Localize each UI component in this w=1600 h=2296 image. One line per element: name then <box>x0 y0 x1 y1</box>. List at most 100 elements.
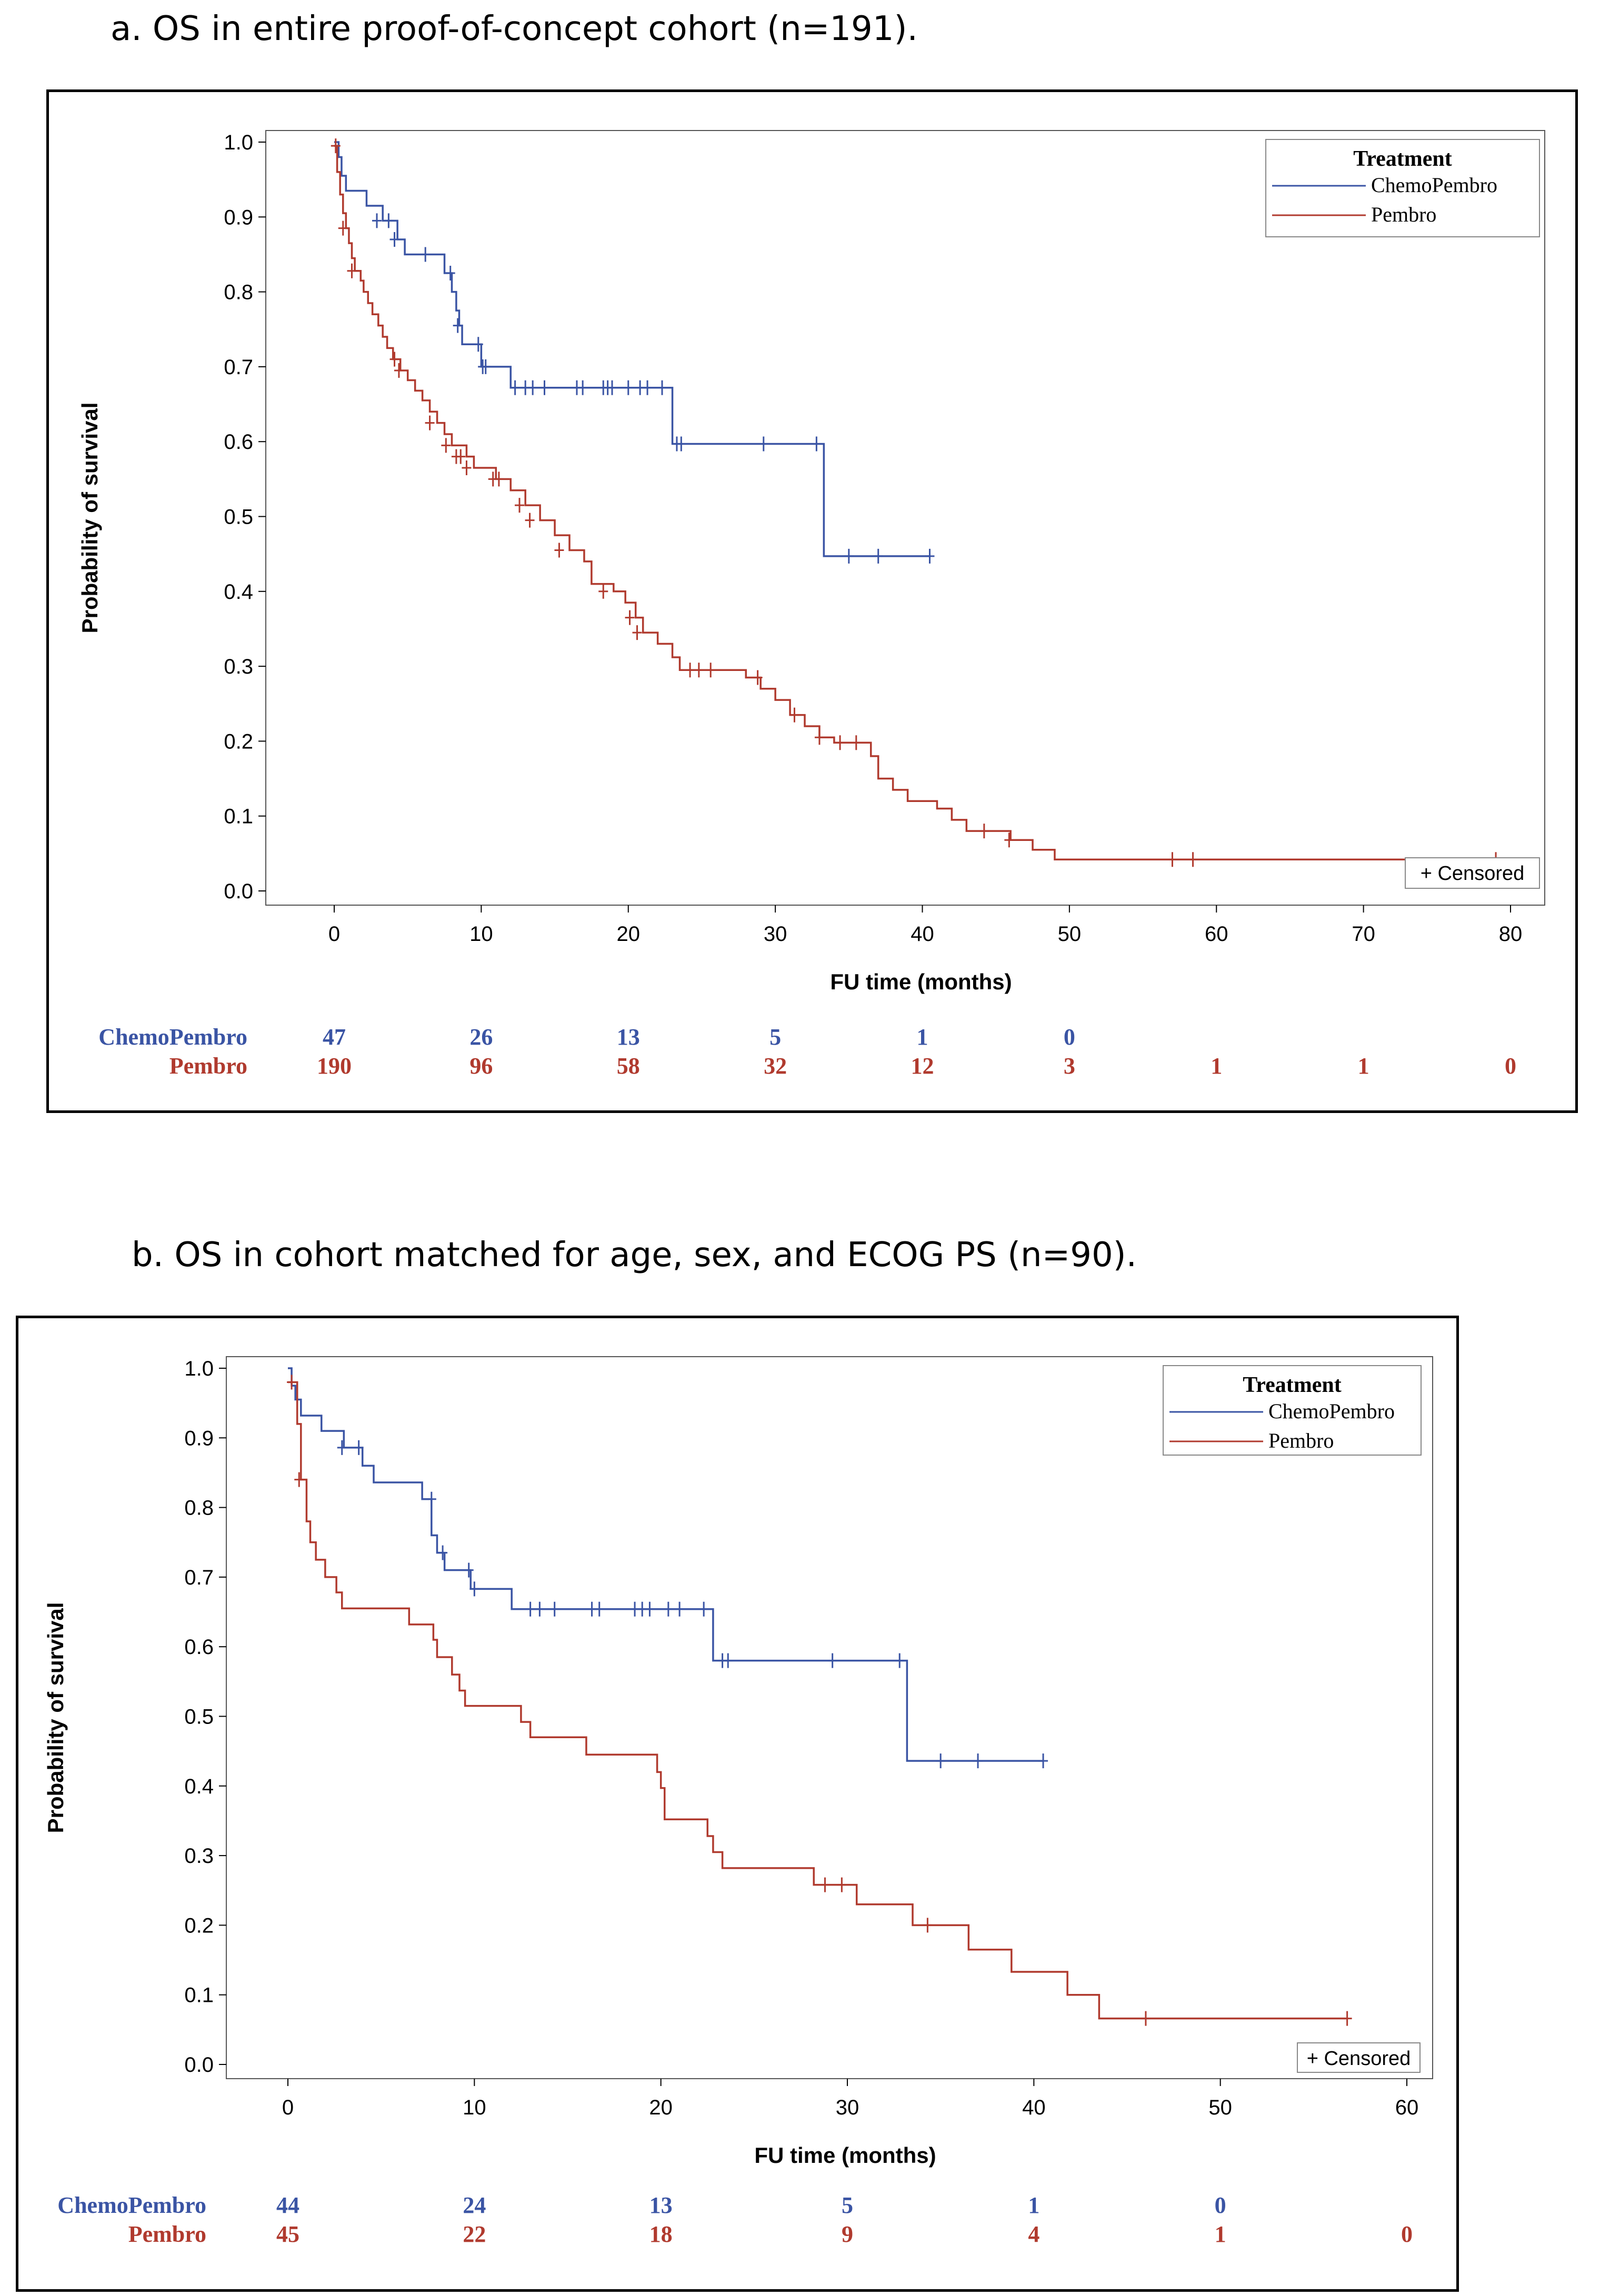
censor-mark <box>789 707 799 723</box>
at-risk-label-chemopembro: ChemoPembro <box>98 1024 247 1050</box>
series-line-pembro <box>334 145 1496 860</box>
y-tick-label: 0.0 <box>224 880 253 903</box>
y-tick-label: 0.1 <box>224 805 253 828</box>
censor-mark <box>578 380 588 395</box>
censor-mark <box>525 513 535 528</box>
at-risk-count: 0 <box>1505 1053 1516 1079</box>
censor-note-box <box>1405 857 1540 889</box>
at-risk-count: 1 <box>917 1024 928 1050</box>
at-risk-count: 3 <box>1064 1053 1075 1079</box>
censor-mark <box>441 438 451 453</box>
censor-mark <box>347 263 357 278</box>
censor-mark <box>812 436 822 452</box>
x-tick-label: 70 <box>1352 923 1375 946</box>
series-line-chemopembro <box>334 141 930 557</box>
censor-mark <box>554 543 564 558</box>
censor-mark <box>473 337 483 352</box>
legend-entry-pembro: Pembro <box>1371 203 1436 226</box>
at-risk-count: 47 <box>323 1024 346 1050</box>
censor-mark <box>338 220 348 236</box>
censor-mark <box>445 266 455 281</box>
x-tick-label: 0 <box>328 923 340 946</box>
x-tick-label: 20 <box>617 923 641 946</box>
censor-mark <box>643 380 653 395</box>
x-tick-label: 50 <box>1058 923 1082 946</box>
panel-a-frame <box>46 89 1578 1113</box>
censor-mark <box>389 352 399 367</box>
censor-mark <box>598 584 608 599</box>
y-axis-label: Probability of survival <box>77 403 102 634</box>
censor-mark <box>331 138 341 154</box>
at-risk-count: 1 <box>1211 1053 1222 1079</box>
y-tick-label: 0.4 <box>224 580 253 604</box>
at-risk-count: 58 <box>617 1053 640 1079</box>
y-tick-label: 0.3 <box>224 655 253 678</box>
y-tick-label: 0.5 <box>224 506 253 529</box>
censor-mark <box>758 436 768 452</box>
censor-mark <box>925 548 935 564</box>
censor-mark <box>1188 852 1198 867</box>
censor-mark <box>676 436 686 452</box>
y-tick-label: 0.7 <box>224 356 253 379</box>
censor-mark <box>456 449 466 464</box>
censor-mark <box>632 625 642 640</box>
censor-mark <box>607 380 617 395</box>
censor-mark <box>1004 833 1014 848</box>
censor-mark <box>515 498 525 513</box>
censor-mark <box>835 735 845 750</box>
censor-mark <box>389 232 399 247</box>
legend-title: Treatment <box>1353 147 1452 171</box>
censor-mark <box>528 380 538 395</box>
legend-box <box>1265 139 1540 237</box>
at-risk-count: 5 <box>769 1024 781 1050</box>
censor-note: + Censored <box>1421 863 1525 885</box>
legend-entry-chemopembro: ChemoPembro <box>1371 173 1497 197</box>
y-tick-label: 1.0 <box>224 131 253 154</box>
censor-mark <box>462 460 472 476</box>
at-risk-count: 13 <box>617 1024 640 1050</box>
censor-mark <box>706 663 716 678</box>
censor-mark <box>623 380 633 395</box>
at-risk-count: 32 <box>764 1053 787 1079</box>
censor-mark <box>453 318 463 333</box>
x-tick-label: 40 <box>911 923 934 946</box>
censor-mark <box>851 735 861 750</box>
at-risk-count: 26 <box>469 1024 493 1050</box>
at-risk-count: 96 <box>469 1053 493 1079</box>
at-risk-count: 12 <box>911 1053 934 1079</box>
censor-mark <box>814 730 824 745</box>
censor-mark <box>394 363 404 378</box>
censor-mark <box>421 247 431 262</box>
censor-mark <box>685 663 695 678</box>
censor-mark <box>481 359 491 374</box>
at-risk-count: 190 <box>317 1053 352 1079</box>
censor-mark <box>372 213 382 228</box>
plot-area <box>265 130 1545 906</box>
x-tick-label: 60 <box>1205 923 1228 946</box>
panel-b-title: b. OS in cohort matched for age, sex, an… <box>132 1236 1137 1275</box>
censor-mark <box>494 472 504 487</box>
panel-a-title: a. OS in entire proof-of-concept cohort … <box>111 9 918 48</box>
y-tick-label: 0.9 <box>224 206 253 229</box>
censor-mark <box>1167 852 1177 867</box>
panel-b-frame <box>16 1316 1459 2292</box>
y-tick-label: 0.8 <box>224 281 253 304</box>
censor-mark <box>510 380 520 395</box>
y-tick-label: 0.6 <box>224 430 253 454</box>
at-risk-count: 1 <box>1358 1053 1369 1079</box>
censor-mark <box>384 213 394 228</box>
y-tick-label: 0.2 <box>224 730 253 753</box>
at-risk-count: 0 <box>1064 1024 1075 1050</box>
censor-mark <box>753 670 763 685</box>
censor-mark <box>694 663 704 678</box>
x-tick-label: 30 <box>764 923 787 946</box>
censor-mark <box>625 610 635 625</box>
censor-mark <box>979 824 989 839</box>
censor-mark <box>873 548 883 564</box>
x-tick-label: 80 <box>1499 923 1523 946</box>
x-tick-label: 10 <box>469 923 493 946</box>
censor-mark <box>657 380 667 395</box>
censor-mark <box>425 415 435 430</box>
censor-mark <box>539 380 549 395</box>
